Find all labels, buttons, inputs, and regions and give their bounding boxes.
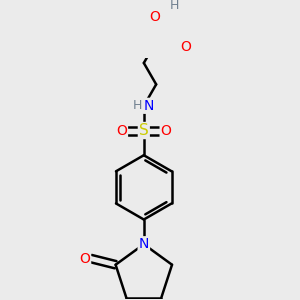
Text: N: N: [144, 99, 154, 113]
Text: O: O: [116, 124, 127, 137]
Text: O: O: [149, 10, 160, 24]
Text: N: N: [139, 237, 149, 251]
Text: O: O: [180, 40, 191, 53]
Text: O: O: [79, 251, 90, 266]
Text: O: O: [160, 124, 172, 137]
Text: H: H: [170, 0, 179, 12]
Text: H: H: [133, 99, 142, 112]
Text: S: S: [139, 123, 149, 138]
